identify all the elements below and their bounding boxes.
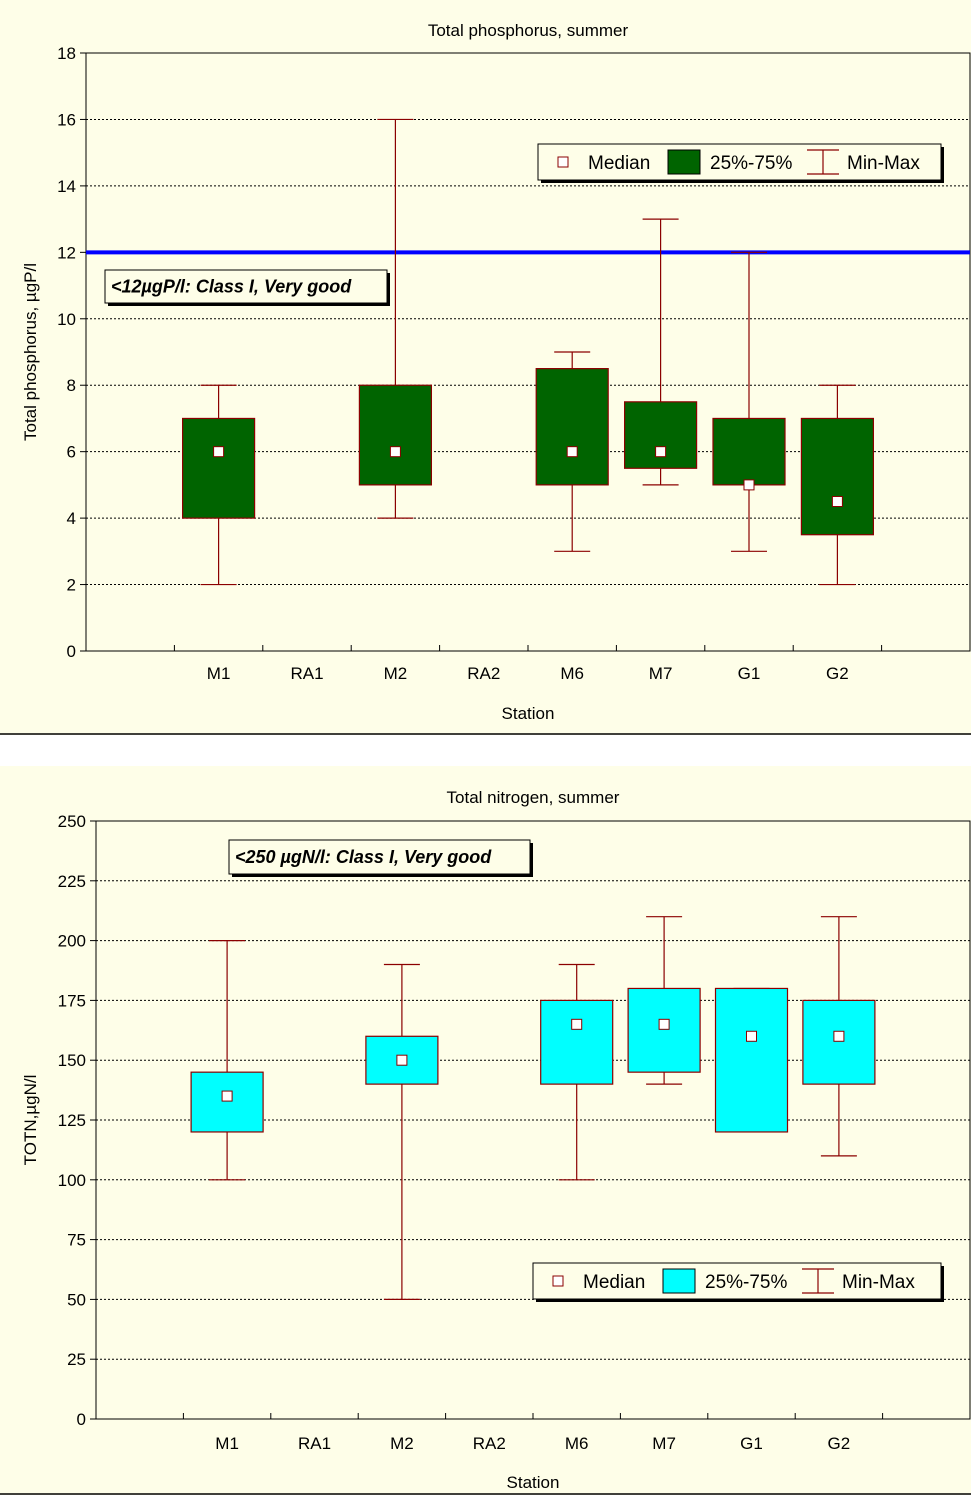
median-marker <box>746 1030 757 1042</box>
y-tick-label: 2 <box>67 576 76 595</box>
x-tick-label: M1 <box>207 664 231 683</box>
box-iqr <box>190 1071 264 1133</box>
y-tick-label: 25 <box>67 1350 86 1369</box>
y-tick-label: 50 <box>67 1290 86 1309</box>
median-marker <box>831 496 843 507</box>
x-tick-label: M1 <box>215 1434 239 1453</box>
x-tick-label: M7 <box>652 1434 676 1453</box>
x-tick-label: RA1 <box>290 664 323 683</box>
chart-background <box>0 766 971 1495</box>
y-tick-label: 225 <box>58 872 86 891</box>
legend-median-symbol <box>557 156 569 168</box>
box-iqr <box>623 401 698 469</box>
median-marker <box>389 446 401 458</box>
legend-median-label: Median <box>588 153 650 174</box>
box-iqr <box>535 368 609 486</box>
y-axis-label: TOTN,µgN/l <box>21 1075 40 1166</box>
x-tick-label: M6 <box>565 1434 589 1453</box>
x-tick-label: G2 <box>826 664 849 683</box>
legend-minmax-label: Min-Max <box>842 1272 915 1293</box>
y-tick-label: 250 <box>58 812 86 831</box>
legend-box-label: 25%-75% <box>705 1272 787 1293</box>
phosphorus-chart: Total phosphorus, summer 0 2 4 6 8 10 12 14 16 18 M… <box>0 0 971 735</box>
y-tick-label: 4 <box>67 509 76 528</box>
y-tick-label: 8 <box>67 376 76 395</box>
y-tick-label: 0 <box>67 642 76 661</box>
median-marker <box>743 479 755 491</box>
y-tick-label: 200 <box>58 932 86 951</box>
x-tick-label: RA2 <box>467 664 500 683</box>
x-axis-label: Station <box>507 1473 560 1492</box>
legend-box-symbol <box>662 1268 696 1294</box>
x-tick-label: G1 <box>740 1434 763 1453</box>
box-iqr <box>712 417 786 486</box>
median-marker <box>571 1018 583 1030</box>
x-tick-label: G1 <box>738 664 761 683</box>
x-tick-label: G2 <box>828 1434 851 1453</box>
box-iqr <box>627 987 701 1073</box>
box-iqr <box>358 384 432 486</box>
y-tick-label: 10 <box>57 310 76 329</box>
x-tick-label: M2 <box>390 1434 414 1453</box>
legend-minmax-label: Min-Max <box>847 153 920 174</box>
annotation-text: <250 µgN/l: Class I, Very good <box>235 847 492 867</box>
phosphorus-chart-panel: Total phosphorus, summer 0 2 4 6 8 10 12 14 16 18 M… <box>0 0 971 735</box>
median-marker <box>655 446 667 458</box>
nitrogen-chart-panel: Total nitrogen, summer 0 25 50 75 100 125 150 17… <box>0 766 971 1495</box>
legend-median-label: Median <box>583 1272 645 1293</box>
y-tick-label: 75 <box>67 1231 86 1250</box>
median-marker <box>213 446 225 458</box>
y-tick-label: 125 <box>58 1111 86 1130</box>
legend-median-symbol <box>552 1275 564 1287</box>
legend-box-symbol <box>667 149 701 175</box>
y-axis-label: Total phosphorus, µgP/l <box>21 263 40 441</box>
y-tick-label: 0 <box>77 1410 86 1429</box>
box-iqr <box>800 417 875 536</box>
y-tick-label: 150 <box>58 1051 86 1070</box>
box-iqr <box>714 987 789 1133</box>
y-tick-label: 6 <box>67 443 76 462</box>
median-marker <box>658 1018 670 1030</box>
annotation-box <box>228 839 531 875</box>
y-tick-label: 14 <box>57 177 76 196</box>
x-tick-label: RA1 <box>298 1434 331 1453</box>
annotation-box <box>104 269 388 304</box>
y-tick-label: 175 <box>58 991 86 1010</box>
median-marker <box>566 446 578 458</box>
box-iqr <box>802 999 876 1085</box>
x-tick-label: M6 <box>560 664 584 683</box>
y-tick-label: 100 <box>58 1171 86 1190</box>
y-tick-label: 12 <box>57 243 76 262</box>
box-iqr <box>182 417 256 519</box>
legend-box <box>532 1262 942 1300</box>
chart-title: Total nitrogen, summer <box>447 788 620 807</box>
legend-box <box>537 143 942 181</box>
legend-box-label: 25%-75% <box>710 153 792 174</box>
median-marker <box>396 1054 408 1066</box>
nitrogen-chart: Total nitrogen, summer 0 25 50 75 100 125 150 17… <box>0 766 971 1495</box>
y-tick-label: 18 <box>57 44 76 63</box>
x-tick-label: M7 <box>649 664 673 683</box>
chart-title: Total phosphorus, summer <box>428 21 629 40</box>
x-tick-label: M2 <box>384 664 408 683</box>
chart-background <box>0 0 971 735</box>
median-marker <box>833 1030 845 1042</box>
median-marker <box>221 1090 233 1102</box>
y-tick-label: 16 <box>57 110 76 129</box>
x-tick-label: RA2 <box>473 1434 506 1453</box>
box-iqr <box>540 999 614 1085</box>
annotation-text: <12µgP/l: Class I, Very good <box>111 277 352 297</box>
x-axis-label: Station <box>502 704 555 723</box>
